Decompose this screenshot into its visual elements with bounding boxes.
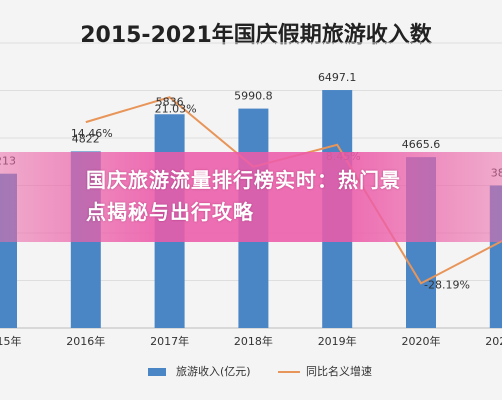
- x-tick-label: 2018年: [234, 334, 273, 348]
- data-label: 14.46%: [71, 127, 113, 140]
- data-label: 6497.1: [318, 71, 357, 84]
- x-tick-label: 2020年: [402, 334, 441, 348]
- chart-title: 2015-2021年国庆假期旅游收入数: [80, 22, 433, 48]
- x-tick-label: 2017年: [150, 334, 189, 348]
- data-label: 4822: [72, 132, 100, 145]
- banner-text: 国庆旅游流量排行榜实时：热门景点揭秘与出行攻略: [86, 168, 401, 224]
- x-tick-label: 2016年: [66, 334, 105, 348]
- data-label: 4665.6: [402, 138, 441, 151]
- banner: 国庆旅游流量排行榜实时：热门景点揭秘与出行攻略: [0, 152, 502, 242]
- x-tick-label: 2015年: [0, 334, 22, 348]
- x-tick-label: 2019年: [318, 334, 357, 348]
- legend-label: 同比名义增速: [306, 364, 372, 378]
- data-label: 21.03%: [155, 102, 197, 115]
- legend-swatch: [148, 368, 166, 376]
- legend-label: 旅游收入(亿元): [176, 364, 251, 378]
- data-label: 5836: [156, 95, 184, 108]
- data-label: 5990.8: [234, 90, 273, 103]
- data-label: -28.19%: [424, 278, 470, 291]
- x-tick-label: 2021年: [485, 334, 502, 348]
